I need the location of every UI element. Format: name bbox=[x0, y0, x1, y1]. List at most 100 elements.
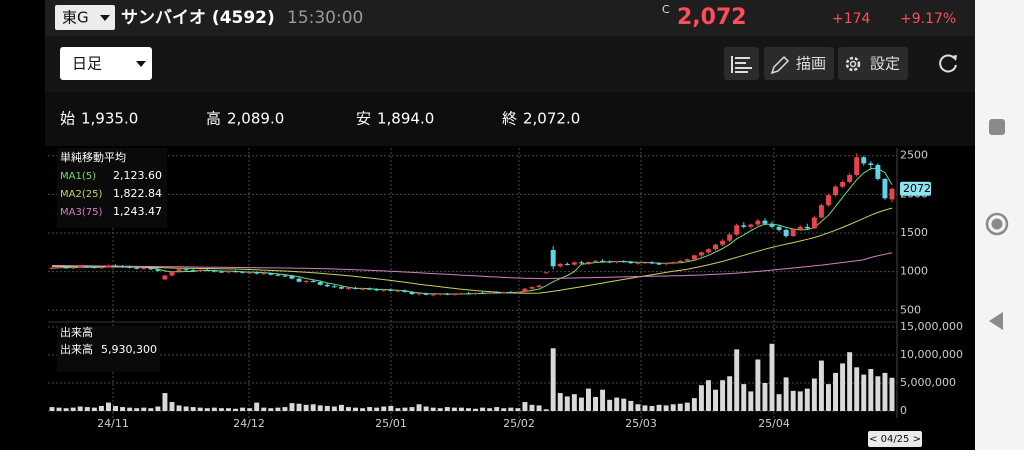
last-price-tag bbox=[900, 181, 931, 196]
volume-bar bbox=[451, 407, 457, 411]
ohlc-value: 1,935.0 bbox=[81, 110, 138, 128]
market-button[interactable] bbox=[55, 5, 115, 30]
candle-body bbox=[861, 157, 867, 164]
indicator-icon bbox=[731, 56, 752, 73]
candle-body bbox=[833, 186, 838, 196]
candle-body bbox=[282, 275, 288, 277]
candle-body bbox=[296, 278, 302, 282]
volume-bar bbox=[430, 407, 436, 411]
settings-button[interactable] bbox=[838, 47, 908, 80]
candle-body bbox=[409, 292, 415, 295]
candle-body bbox=[501, 292, 507, 294]
candle-body bbox=[734, 225, 740, 235]
candle-body bbox=[303, 280, 309, 282]
volume-bar bbox=[338, 404, 344, 411]
volume-bar bbox=[713, 389, 718, 411]
ma-legend-name: MA3(75) bbox=[60, 207, 102, 218]
volume-bar bbox=[254, 402, 260, 411]
candle-body bbox=[564, 263, 570, 265]
volume-bar bbox=[148, 408, 154, 411]
ohlc-value: 2,089.0 bbox=[227, 110, 284, 128]
candle-body bbox=[508, 292, 514, 294]
candle-body bbox=[480, 292, 486, 294]
candle-body bbox=[84, 266, 90, 268]
ohlc-row bbox=[45, 92, 975, 146]
ohlc-label: 高 bbox=[206, 110, 221, 128]
chart: 500100015002000250005,000,00010,000,0001… bbox=[48, 148, 963, 447]
volume-tick-label: 10,000,000 bbox=[900, 348, 963, 361]
candle-body bbox=[663, 263, 669, 265]
candle-body bbox=[289, 275, 295, 279]
ohlc-group: 始 1,935.0 高 2,089.0 安 1,894.0 終 2,072.0 bbox=[60, 110, 580, 128]
candle-body bbox=[275, 274, 281, 276]
candle-body bbox=[769, 223, 775, 227]
draw-label: 描画 bbox=[796, 55, 826, 73]
home-button[interactable] bbox=[985, 212, 1009, 236]
volume-bar bbox=[593, 397, 598, 411]
volume-bar bbox=[141, 407, 147, 411]
volume-bar bbox=[120, 407, 126, 411]
recent-button[interactable] bbox=[989, 119, 1005, 135]
volume-legend-value: 5,930,300 bbox=[101, 343, 157, 356]
candle-body bbox=[854, 157, 860, 176]
price: 2,072 bbox=[677, 5, 747, 30]
candle-body bbox=[437, 293, 443, 295]
candle-body bbox=[748, 224, 754, 227]
stock-name: サンバイオ (4592) bbox=[121, 8, 275, 28]
volume-bar bbox=[783, 377, 789, 411]
change: +174 bbox=[832, 11, 871, 27]
volume-bar bbox=[197, 407, 203, 411]
candle-body bbox=[388, 289, 394, 291]
candle-body bbox=[741, 225, 747, 227]
volume-bar bbox=[762, 383, 768, 411]
candle-body bbox=[226, 271, 231, 273]
volume-bar bbox=[522, 402, 528, 411]
volume-bar bbox=[310, 404, 316, 411]
ma-line bbox=[51, 207, 893, 294]
candle-body bbox=[755, 220, 761, 225]
volume-bar bbox=[346, 407, 351, 411]
header-bar bbox=[45, 0, 975, 36]
volume-bar bbox=[84, 407, 90, 411]
candle-body bbox=[593, 260, 598, 262]
ohlc-label: 安 bbox=[356, 110, 371, 128]
candle-body bbox=[698, 252, 704, 256]
volume-bar bbox=[529, 404, 535, 411]
volume-bar bbox=[77, 406, 83, 411]
volume-bar bbox=[289, 403, 295, 411]
refresh-icon[interactable] bbox=[939, 54, 957, 73]
volume-bar bbox=[748, 391, 754, 411]
candle-body bbox=[677, 260, 683, 262]
x-tick-label: 25/01 bbox=[375, 417, 407, 430]
volume-bar bbox=[183, 406, 189, 411]
volume-bar bbox=[190, 407, 196, 411]
volume-bar bbox=[797, 391, 803, 411]
volume-bar bbox=[162, 393, 168, 411]
volume-bar bbox=[790, 390, 796, 411]
back-button[interactable] bbox=[989, 312, 1003, 330]
volume-bar bbox=[211, 407, 217, 411]
date-nav[interactable] bbox=[868, 431, 922, 447]
candle-body bbox=[706, 249, 711, 253]
market: 東G bbox=[62, 9, 89, 27]
period-select[interactable] bbox=[60, 47, 152, 80]
candle-body bbox=[840, 182, 846, 187]
candle-body bbox=[183, 269, 189, 271]
candle-body bbox=[776, 226, 782, 230]
volume-bar bbox=[508, 407, 514, 411]
ohlc-value: 2,072.0 bbox=[523, 110, 580, 128]
volume-bar bbox=[134, 408, 140, 411]
draw-button[interactable] bbox=[764, 47, 834, 80]
candle-body bbox=[550, 250, 556, 267]
volume-bar bbox=[649, 405, 655, 411]
candle-body bbox=[444, 293, 450, 295]
ma-legend-name: MA1(5) bbox=[60, 171, 96, 182]
volume-bar bbox=[437, 408, 443, 411]
volume-bar bbox=[854, 367, 860, 411]
candle-body bbox=[374, 289, 380, 291]
candle-body bbox=[656, 263, 662, 265]
candle-body bbox=[113, 265, 118, 267]
volume-bar bbox=[91, 407, 97, 411]
candle-body bbox=[847, 175, 853, 182]
candle-body bbox=[176, 269, 182, 272]
